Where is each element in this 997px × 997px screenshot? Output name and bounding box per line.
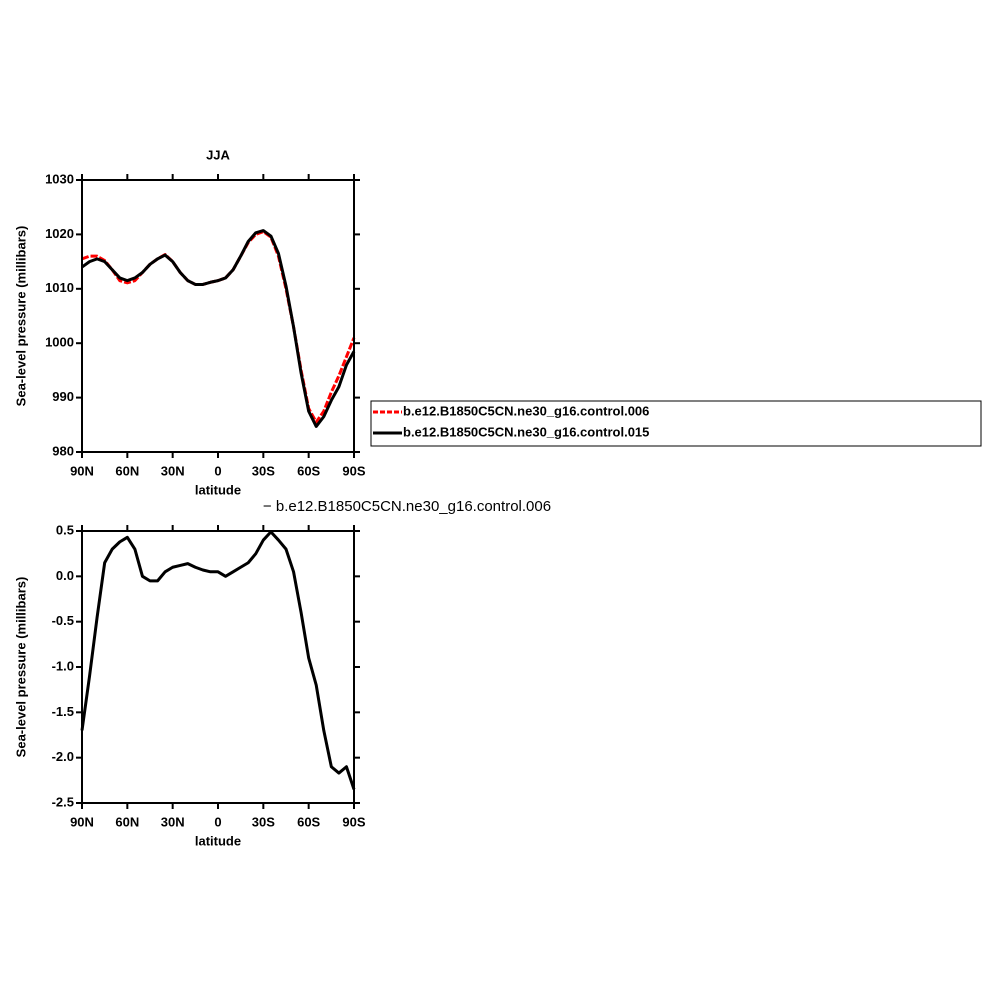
x-tick-label: 60N [115,814,139,829]
x-tick-label: 30N [161,814,185,829]
y-tick-label: 0.0 [56,568,74,583]
x-tick-label: 90S [342,463,365,478]
y-tick-label: 0.5 [56,522,74,537]
y-tick-label: 1010 [45,280,74,295]
chart-title: JJA [206,147,230,162]
line-series [81,229,356,428]
x-axis-label: latitude [195,833,241,848]
x-tick-label: 30S [252,463,275,478]
x-tick-label: 30N [161,463,185,478]
x-axis-label: latitude [195,482,241,497]
y-axis-label: Sea-level pressure (millibars) [13,226,28,407]
legend-box [370,400,982,447]
y-tick-label: -0.5 [52,613,74,628]
plot-frame [81,530,355,804]
x-tick-label: 60N [115,463,139,478]
legend-label: b.e12.B1850C5CN.ne30_g16.control.006 [403,403,649,418]
x-tick-label: 60S [297,814,320,829]
y-tick-label: 1020 [45,226,74,241]
x-tick-label: 90N [70,814,94,829]
y-axis-label: Sea-level pressure (millibars) [13,577,28,758]
x-tick-label: 0 [214,463,221,478]
chart-title: − b.e12.B1850C5CN.ne30_g16.control.006 [263,498,551,515]
x-tick-label: 30S [252,814,275,829]
y-tick-label: -1.0 [52,658,74,673]
y-tick-label: 980 [52,443,74,458]
legend-label: b.e12.B1850C5CN.ne30_g16.control.015 [403,424,649,439]
x-tick-label: 0 [214,814,221,829]
y-tick-label: 990 [52,389,74,404]
x-tick-label: 90N [70,463,94,478]
y-tick-label: 1030 [45,171,74,186]
y-tick-label: -1.5 [52,704,74,719]
line-series [81,230,356,424]
y-tick-label: 1000 [45,335,74,350]
y-tick-label: -2.5 [52,794,74,809]
y-tick-label: -2.0 [52,749,74,764]
x-tick-label: 60S [297,463,320,478]
plot-frame [81,179,355,453]
x-tick-label: 90S [342,814,365,829]
line-series [80,530,356,790]
